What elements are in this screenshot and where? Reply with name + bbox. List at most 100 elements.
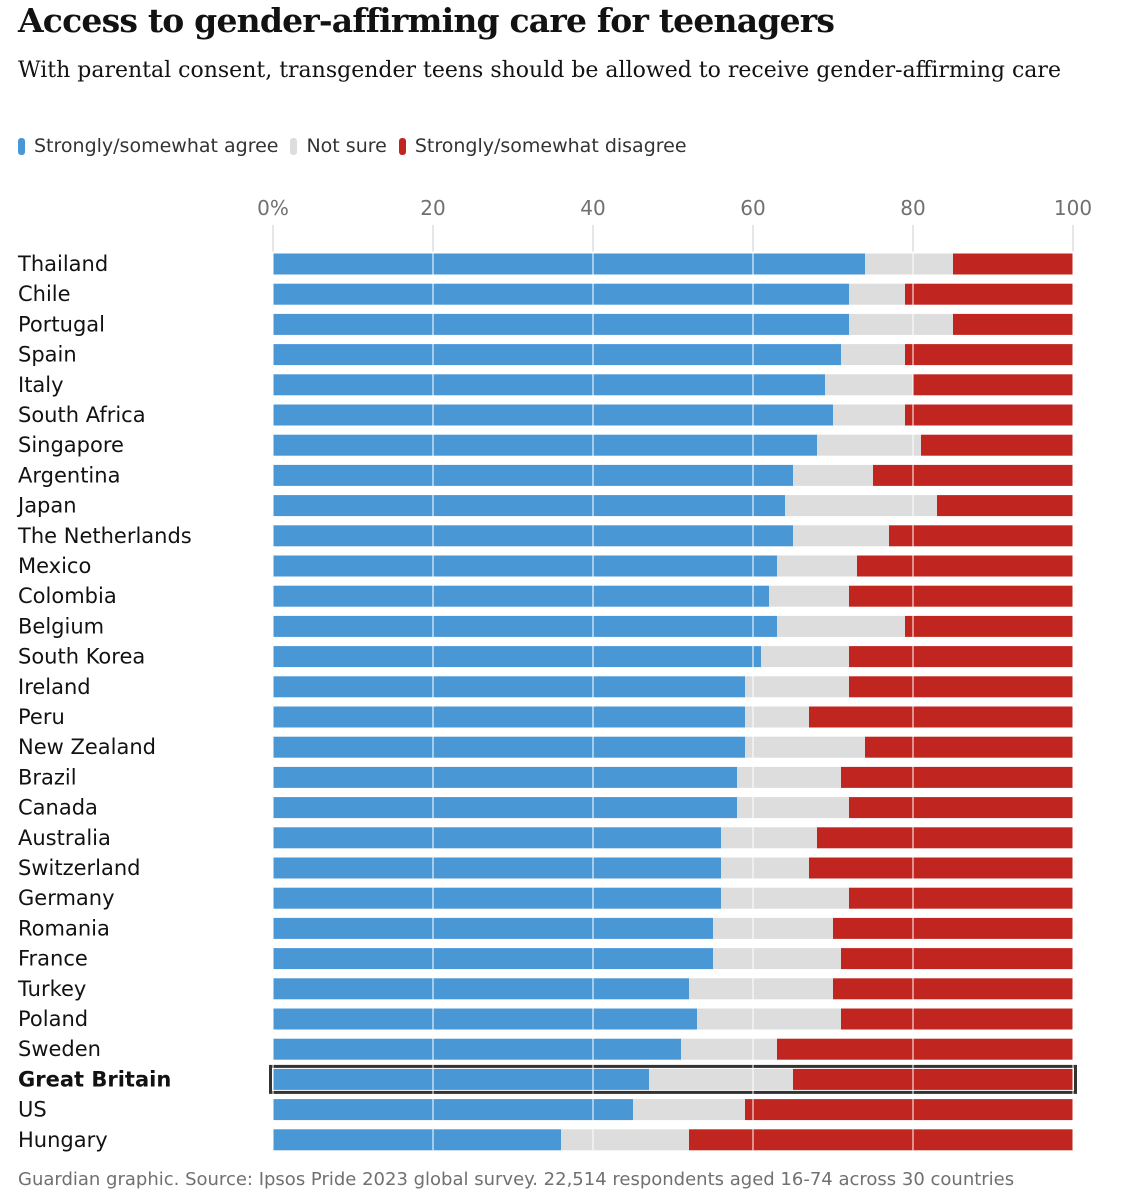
country-label: Switzerland <box>18 856 141 880</box>
x-axis-ticks: 0% 20 40 60 80 100 <box>257 196 1092 252</box>
bar-segment-agree <box>273 917 713 939</box>
bar-segment-disagree <box>953 313 1073 335</box>
bar-segment-not-sure <box>681 1038 777 1060</box>
bar-segment-not-sure <box>833 404 905 426</box>
bar-segment-disagree <box>849 676 1073 698</box>
bar-segment-disagree <box>865 736 1073 758</box>
x-tick-label: 80 <box>900 196 925 220</box>
gridlines <box>272 227 1074 1151</box>
legend-swatch-not-sure <box>290 137 298 155</box>
bar-segment-disagree <box>777 1038 1073 1060</box>
bar-segment-not-sure <box>737 766 841 788</box>
bar-segment-disagree <box>833 917 1073 939</box>
legend-swatch-agree <box>18 137 25 155</box>
bar-segment-agree <box>273 646 761 668</box>
bar-segment-agree <box>273 736 745 758</box>
bar-segment-not-sure <box>721 887 849 909</box>
country-label: The Netherlands <box>17 524 192 548</box>
x-tick-label: 20 <box>420 196 445 220</box>
bar-segment-disagree <box>857 555 1073 577</box>
bar-segment-disagree <box>921 434 1073 456</box>
bar-segment-disagree <box>793 1068 1073 1090</box>
bar-segment-disagree <box>905 615 1073 637</box>
country-label: Singapore <box>18 433 124 457</box>
bar-segment-not-sure <box>713 917 833 939</box>
country-label: Poland <box>18 1007 88 1031</box>
bar-segment-not-sure <box>865 253 953 275</box>
country-label: South Africa <box>18 403 146 427</box>
bar-segment-agree <box>273 797 737 819</box>
legend-swatch-disagree <box>398 137 406 155</box>
country-label: US <box>18 1098 47 1122</box>
country-label: Ireland <box>18 675 91 699</box>
country-label: Canada <box>18 796 98 820</box>
country-label: South Korea <box>18 645 145 669</box>
bar-segment-disagree <box>913 374 1073 396</box>
country-label: France <box>18 947 88 971</box>
bar-segment-not-sure <box>713 948 841 970</box>
highlight-outline <box>269 1064 1077 1094</box>
x-tick-label: 40 <box>580 196 605 220</box>
bar-segment-disagree <box>937 495 1073 517</box>
country-label: Chile <box>18 282 71 306</box>
bar-segment-not-sure <box>761 646 849 668</box>
country-label: Colombia <box>18 584 117 608</box>
bar-segment-agree <box>273 404 833 426</box>
bar-segment-agree <box>273 344 841 366</box>
source-note: Guardian graphic. Source: Ipsos Pride 20… <box>18 1169 1015 1190</box>
x-tick-label: 100 <box>1054 196 1092 220</box>
bar-segment-not-sure <box>633 1099 745 1121</box>
chart-subtitle: With parental consent, transgender teens… <box>18 58 1061 83</box>
bar-segment-not-sure <box>825 374 913 396</box>
country-label: Argentina <box>18 463 120 487</box>
bar-segment-not-sure <box>745 706 809 728</box>
bar-segment-not-sure <box>793 464 873 486</box>
country-labels: Thailand Chile Portugal Spain Italy South Afr… <box>16 252 192 1152</box>
x-tick-label: 60 <box>740 196 765 220</box>
bar-segment-disagree <box>905 344 1073 366</box>
legend-label-not-sure: Not sure <box>306 135 387 157</box>
bar-segment-not-sure <box>721 857 809 879</box>
bar-segment-not-sure <box>849 283 905 305</box>
bar-segment-agree <box>273 676 745 698</box>
stacked-bar-chart: Thailand Chile Portugal Spain Italy South Afr… <box>16 196 1092 1152</box>
bar-segment-disagree <box>905 283 1073 305</box>
country-label: Germany <box>18 886 115 910</box>
bar-segment-agree <box>273 525 793 547</box>
legend-label-disagree: Strongly/somewhat disagree <box>414 135 687 157</box>
bar-segment-not-sure <box>689 978 833 1000</box>
bar-segment-disagree <box>849 585 1073 607</box>
bar-segment-disagree <box>817 827 1073 849</box>
bar-segment-disagree <box>873 464 1073 486</box>
bar-segment-not-sure <box>785 495 937 517</box>
bar-segment-agree <box>273 766 737 788</box>
legend: Strongly/somewhat agree Not sure Strongl… <box>18 134 699 158</box>
country-label: Thailand <box>17 252 108 276</box>
legend-item-disagree: Strongly/somewhat disagree <box>398 134 687 158</box>
bar-segment-disagree <box>809 857 1073 879</box>
bar-segment-not-sure <box>817 434 921 456</box>
country-label: New Zealand <box>18 735 156 759</box>
x-tick-label: 0% <box>257 196 289 220</box>
bar-segment-not-sure <box>793 525 889 547</box>
bar-segment-not-sure <box>561 1129 689 1151</box>
bar-segment-not-sure <box>649 1068 793 1090</box>
bar-segment-disagree <box>849 646 1073 668</box>
bar-segment-agree <box>273 1099 633 1121</box>
bar-segment-disagree <box>849 797 1073 819</box>
legend-label-agree: Strongly/somewhat agree <box>34 135 279 157</box>
bar-segment-agree <box>273 495 785 517</box>
bar-segment-not-sure <box>697 1008 841 1030</box>
country-label: Spain <box>18 343 77 367</box>
bar-segment-disagree <box>841 766 1073 788</box>
bar-segment-not-sure <box>841 344 905 366</box>
bar-segment-agree <box>273 1008 697 1030</box>
bar-segment-agree <box>273 585 769 607</box>
bar-segment-agree <box>273 434 817 456</box>
bar-segment-agree <box>273 978 689 1000</box>
chart-title: Access to gender-affirming care for teen… <box>18 1 835 40</box>
bar-segment-not-sure <box>849 313 953 335</box>
legend-item-agree: Strongly/somewhat agree <box>18 134 278 158</box>
bar-segment-agree <box>273 615 777 637</box>
bar-segment-agree <box>273 253 865 275</box>
